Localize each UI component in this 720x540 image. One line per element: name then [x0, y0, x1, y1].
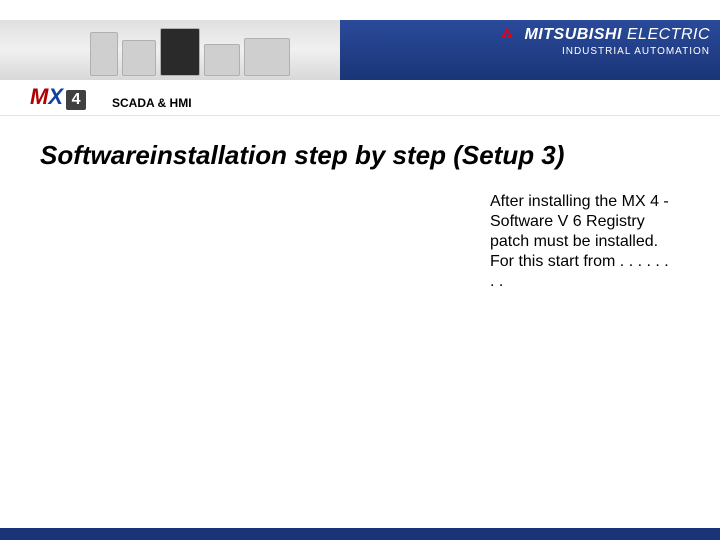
- mx4-letter-x: X: [48, 84, 63, 110]
- slide-title: Softwareinstallation step by step (Setup…: [40, 140, 564, 171]
- mitsubishi-triangles-icon: [498, 26, 516, 44]
- brand-block: MITSUBISHI ELECTRIC INDUSTRIAL AUTOMATIO…: [498, 26, 710, 57]
- subheader-text: SCADA & HMI: [112, 96, 192, 110]
- product-box: [90, 32, 118, 76]
- product-box: [122, 40, 156, 76]
- subheader-strip: [0, 88, 720, 116]
- brand-name-part2: ELECTRIC: [627, 26, 710, 43]
- product-box: [244, 38, 290, 76]
- product-cluster: [90, 24, 320, 76]
- slide-body-text: After installing the MX 4 -Software V 6 …: [490, 192, 670, 292]
- mx4-digit-box: 4: [66, 90, 86, 110]
- brand-wordmark: MITSUBISHI ELECTRIC: [524, 26, 710, 44]
- brand-tagline: INDUSTRIAL AUTOMATION: [498, 46, 710, 57]
- product-box: [160, 28, 200, 76]
- brand-name-part1: MITSUBISHI: [524, 26, 621, 43]
- mx4-logo: M X 4: [30, 84, 86, 110]
- bottom-band: [0, 528, 720, 540]
- mx4-letter-m: M: [30, 84, 48, 110]
- product-box: [204, 44, 240, 76]
